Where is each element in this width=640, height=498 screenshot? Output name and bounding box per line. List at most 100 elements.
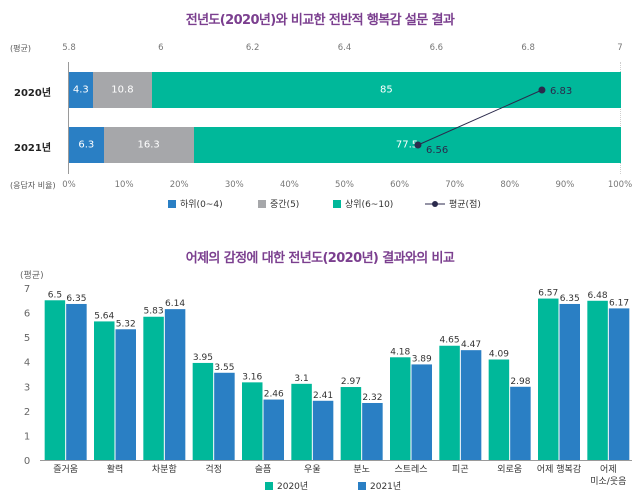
chart1-top-tick: 6.2	[245, 43, 260, 53]
chart2-category-label: 활력	[107, 463, 124, 475]
chart2-category-label: 분노	[353, 464, 370, 475]
chart1-x-tick: 20%	[169, 180, 189, 190]
legend-line-dot-icon	[425, 200, 445, 207]
chart2-bar-value-label: 3.89	[412, 354, 432, 364]
chart1-x-tick: 10%	[114, 180, 134, 190]
chart2-y-tick: 7	[24, 284, 30, 295]
chart2-plot: 0 1 2 3 4 5 6 7 6.5 6.35 즐거움 5.645.32 활력 5.836.14 차분함 3…	[24, 284, 632, 487]
chart1-x-tick: 50%	[335, 180, 354, 190]
chart1-bar-segment	[193, 127, 621, 163]
chart2-bar-value-label: 4.47	[461, 340, 481, 350]
chart2-y-tick: 5	[24, 333, 30, 344]
chart1-average-label: 6.83	[550, 86, 572, 97]
chart2-bar-value-label: 2.41	[313, 391, 333, 401]
legend-swatch-2021	[358, 481, 366, 490]
chart2-category-label: 어제 행복감	[537, 463, 581, 475]
chart1-bar-value-label: 6.3	[78, 139, 95, 151]
chart2-bar-value-label: 5.32	[116, 319, 136, 329]
chart1-y-axis-line	[68, 62, 69, 174]
chart2-bar-value-label: 5.64	[94, 311, 114, 321]
chart2-bar	[439, 345, 460, 460]
chart2-y-tick: 6	[24, 309, 30, 320]
chart1-bar-segment	[69, 72, 93, 108]
chart2-bar-value-label: 3.55	[214, 363, 234, 373]
chart1-average-point	[414, 141, 422, 149]
chart2-bar-value-label: 6.48	[588, 291, 608, 301]
chart2-bar-value-label: 6.35	[560, 294, 580, 304]
chart2-y-tick: 0	[24, 456, 30, 467]
chart2-bar	[538, 298, 559, 460]
chart2-bar	[94, 321, 115, 460]
chart2-bar	[312, 400, 334, 460]
chart2-bar	[115, 329, 136, 460]
chart2-bar	[608, 308, 630, 460]
chart2-category-label: 우울	[304, 464, 321, 475]
chart1-average-point	[538, 86, 546, 94]
chart1-average-label: 6.56	[426, 145, 448, 156]
chart1-bar-segment	[103, 127, 194, 163]
chart2-category-label: 미소/웃음	[590, 476, 626, 487]
chart1-legend-high: 상위(6~10)	[333, 197, 393, 210]
legend-swatch-low	[168, 199, 176, 208]
chart2-category-label: 걱정	[205, 463, 222, 475]
chart2-bar-value-label: 4.18	[390, 347, 410, 357]
chart2-bar	[362, 402, 383, 460]
chart1-title: 전년도(2020년)와 비교한 전반적 행복감 설문 결과	[185, 13, 455, 28]
chart2-bar-value-label: 6.57	[538, 289, 558, 299]
chart2-bar	[340, 387, 362, 460]
chart2-category-label: 스트레스	[394, 464, 427, 475]
chart2-legend-2021: 2021년	[358, 479, 401, 492]
chart2-category-label: 피곤	[452, 464, 469, 475]
chart1-x-tick: 0%	[62, 180, 76, 190]
chart2-bar	[559, 303, 580, 460]
chart1-top-tick: 6.6	[429, 43, 444, 53]
chart2-bar	[411, 364, 432, 460]
chart2-y-tick: 1	[24, 431, 30, 442]
chart1-x-tick: 80%	[500, 180, 520, 190]
chart2-bar-value-label: 6.17	[609, 298, 629, 308]
chart1-top-axis-label: (평균)	[10, 44, 31, 53]
chart2-bar-value-label: 2.46	[264, 390, 284, 400]
chart1-legend-average: 평균(점)	[425, 197, 481, 210]
chart2-bar-value-label: 3.16	[242, 372, 262, 382]
legend-label-mid: 중간(5)	[270, 200, 300, 210]
chart1-top-tick: 6	[158, 43, 164, 53]
chart2-y-tick: 3	[24, 382, 30, 393]
chart2-legend-2020: 2020년	[265, 479, 308, 492]
chart2-bar	[460, 350, 482, 460]
chart1-bar-value-label: 85	[380, 84, 393, 96]
chart2-bar	[242, 382, 263, 460]
legend-label-low: 하위(0~4)	[180, 200, 223, 210]
chart2-bar-value-label: 2.97	[341, 377, 361, 387]
chart2-y-tick: 4	[24, 358, 30, 369]
chart2-bar-value-label: 2.98	[510, 377, 530, 387]
chart2-category-label: 즐거움	[53, 464, 78, 475]
chart1-bar-segment	[69, 127, 104, 163]
chart2-bar-value-label: 6.5	[48, 290, 62, 300]
chart2-category-label: 외로움	[497, 463, 522, 475]
chart1-bar-value-label: 77.5	[395, 139, 419, 151]
chart1-row-label-2021: 2021년	[14, 143, 52, 154]
chart1-bar-segment	[92, 72, 153, 108]
chart2-bar-value-label: 3.1	[294, 374, 308, 384]
chart2-category-label: 슬픔	[255, 464, 272, 475]
chart2-bar	[587, 300, 608, 460]
chart2-bar	[291, 383, 312, 460]
chart1-x-tick: 100%	[607, 180, 633, 190]
chart2-bar	[390, 357, 411, 460]
legend-label-average: 평균(점)	[449, 200, 481, 210]
chart2-bar	[488, 359, 510, 460]
chart2-bar	[510, 386, 531, 460]
chart2-bar	[164, 309, 186, 460]
chart2-bar	[214, 372, 235, 460]
chart1-top-tick: 6.4	[337, 43, 352, 53]
chart1-x-axis-label: (응답자 비율)	[10, 181, 56, 190]
legend-label-2021: 2021년	[370, 482, 402, 492]
legend-swatch-mid	[258, 199, 266, 208]
chart2-title: 어제의 감정에 대한 전년도(2020년) 결과와의 비교	[185, 251, 455, 266]
chart1-x-tick: 60%	[390, 180, 410, 190]
chart1-x-tick: 40%	[279, 180, 299, 190]
chart2-bar	[44, 300, 66, 460]
chart1-bar-value-label: 10.8	[111, 84, 134, 96]
chart1-top-tick: 7	[617, 43, 623, 53]
